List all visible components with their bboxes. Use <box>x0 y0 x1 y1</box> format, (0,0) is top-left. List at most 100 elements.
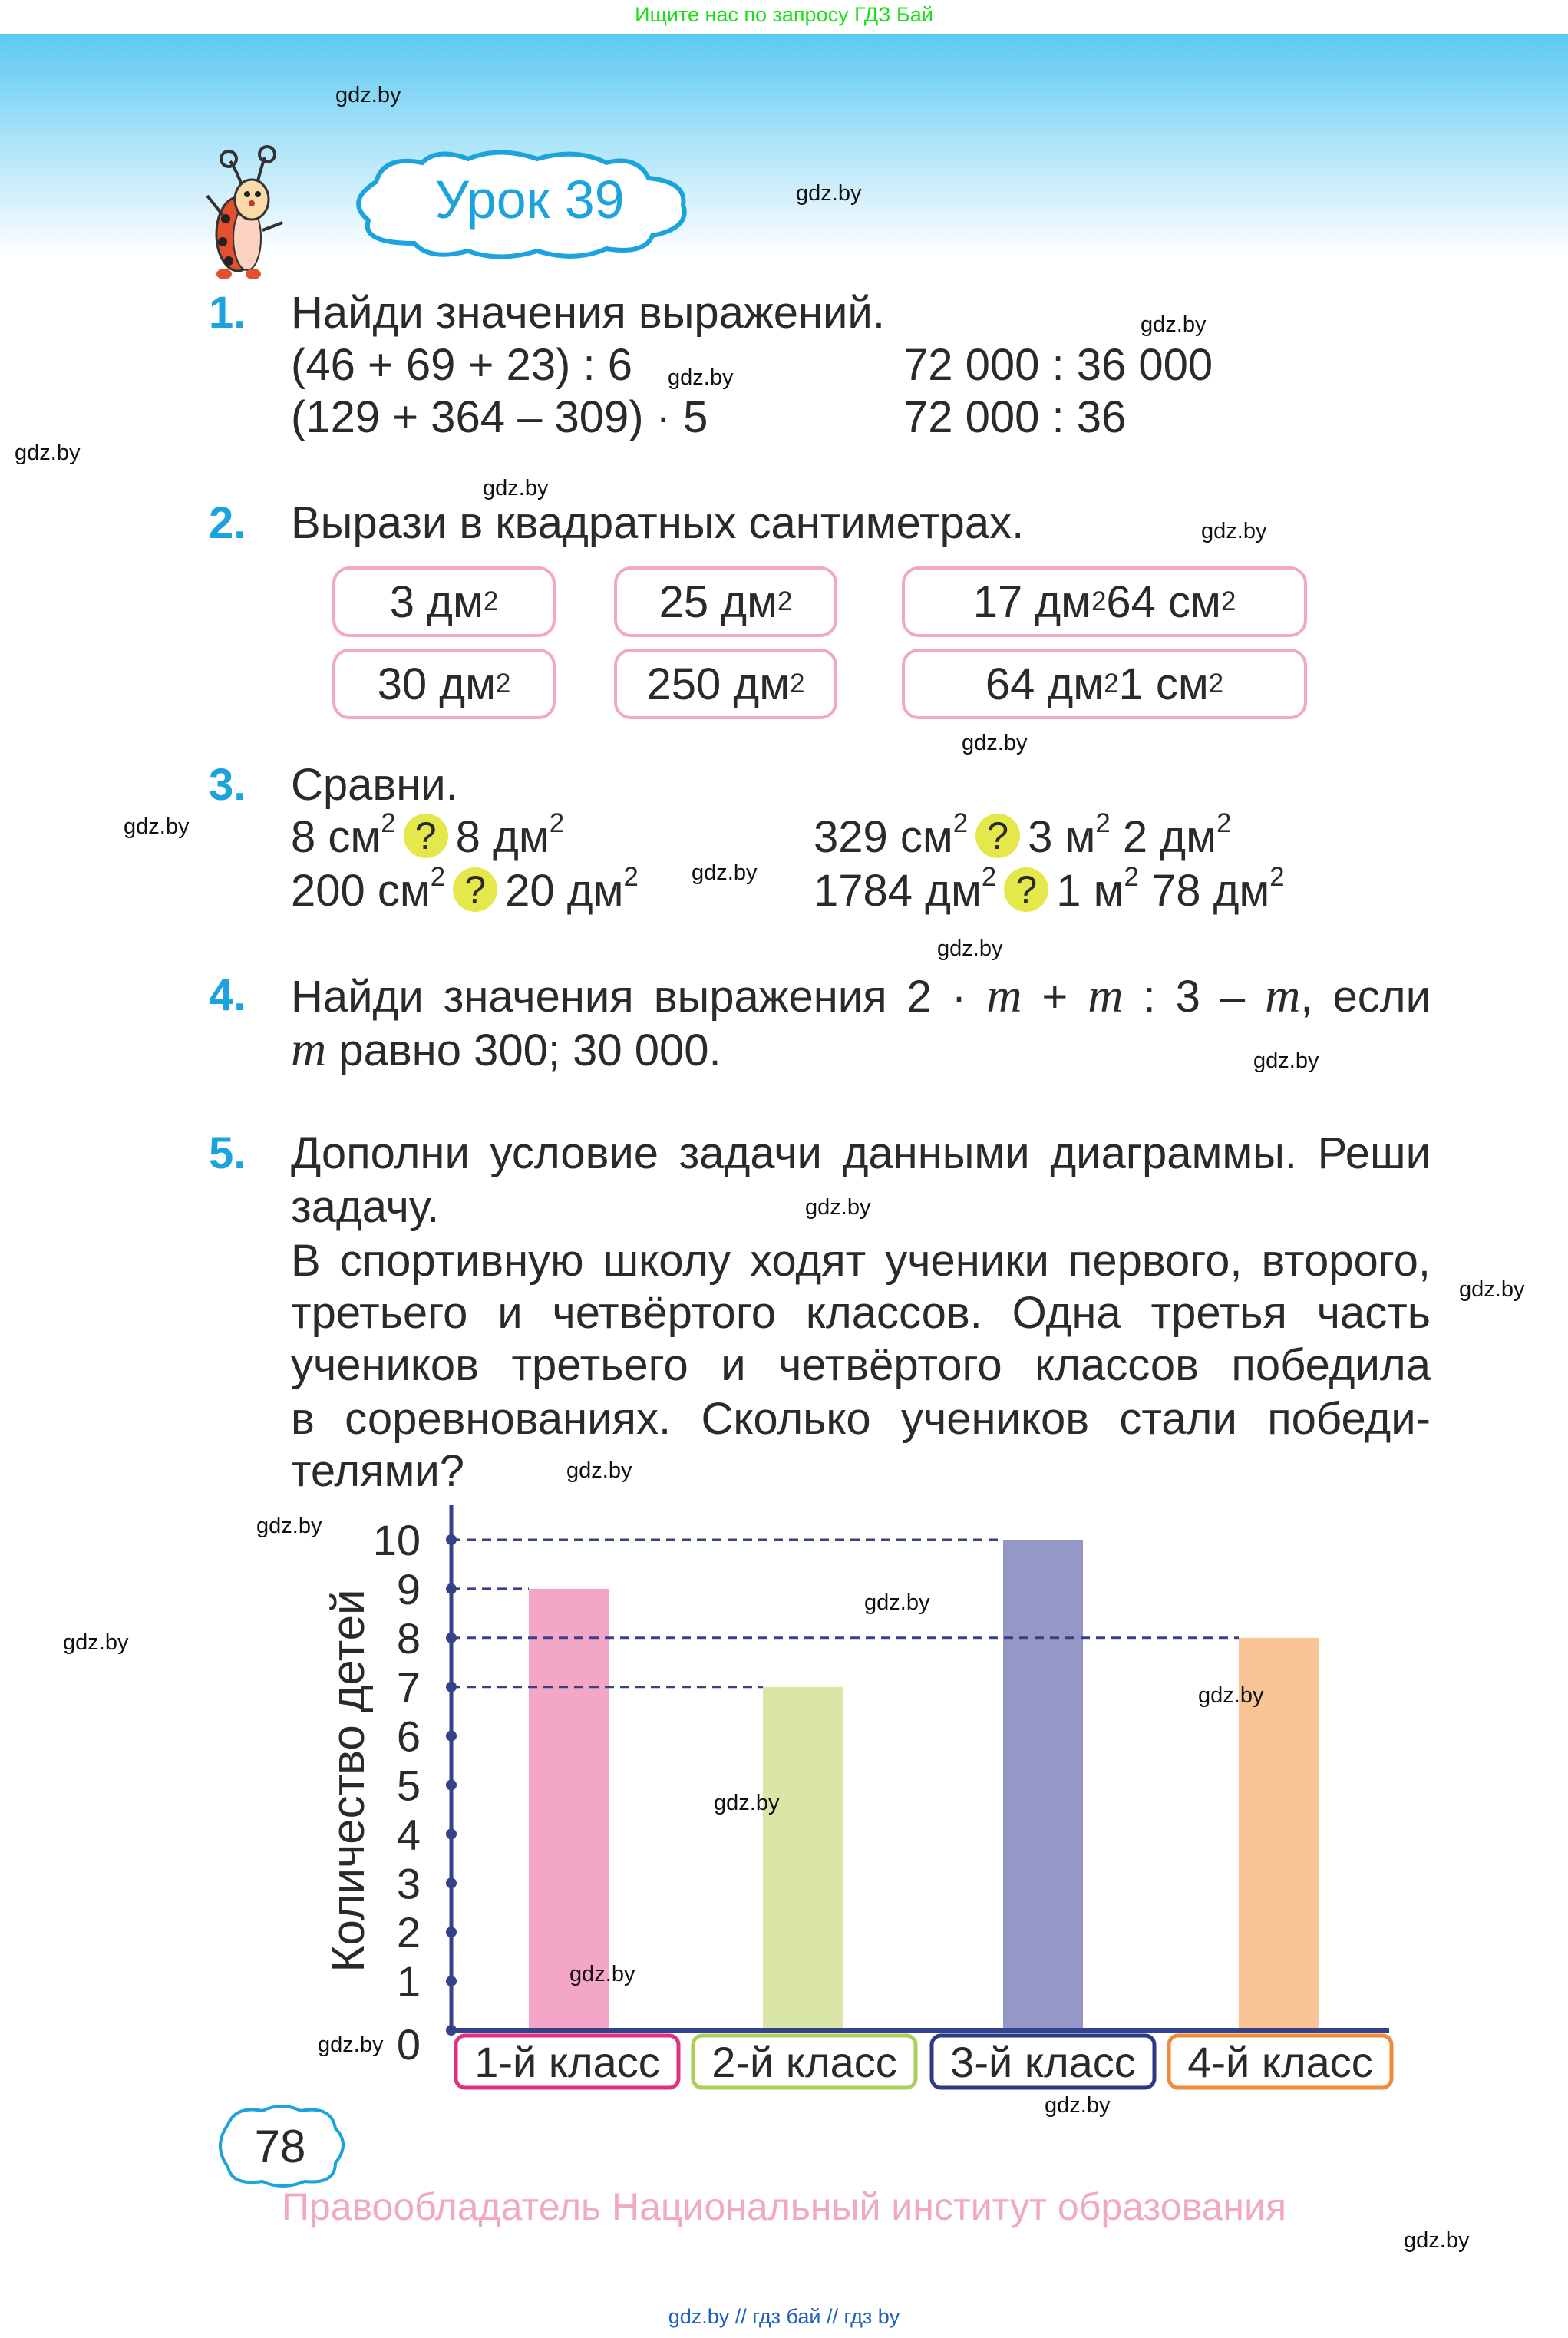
compare-left: 1784 дм2 <box>814 861 997 916</box>
text: : 3 – <box>1123 972 1266 1022</box>
y-tick-dot <box>446 1632 457 1643</box>
compare-right: 1 м2 78 дм2 <box>1056 861 1285 916</box>
footer-links[interactable]: gdz.by // гдз бай // гдз by <box>668 2305 900 2328</box>
text: равно 300; 30 000. <box>326 1025 721 1075</box>
category-label: 4-й класс <box>1187 2038 1373 2086</box>
lesson-title-cloud <box>356 150 687 259</box>
watermark: gdz.by <box>692 860 758 885</box>
watermark: gdz.by <box>796 181 862 206</box>
task-4-number: 4. <box>209 970 246 1020</box>
compare-row: 329 см2? 3 м2 2 дм2 <box>814 807 1232 864</box>
watermark: gdz.by <box>864 1590 930 1615</box>
compare-right: 20 дм2 <box>505 861 639 916</box>
area-box: 64 дм 2 1 см 2 <box>902 649 1307 719</box>
watermark: gdz.by <box>714 1791 780 1815</box>
compare-row: 8 см2? 8 дм2 <box>291 807 565 864</box>
task-3-title: Сравни. <box>291 760 458 810</box>
y-tick-dot <box>446 1877 457 1889</box>
task-5-line: учеников третьего и четвёртого классов п… <box>291 1340 1431 1390</box>
y-tick-dot <box>446 1583 457 1594</box>
y-tick-label: 3 <box>397 1859 421 1907</box>
category-label: 3-й класс <box>950 2038 1136 2086</box>
task-5-number: 5. <box>209 1128 246 1178</box>
watermark: gdz.by <box>318 2033 384 2057</box>
area-box: 3 дм 2 <box>332 566 556 637</box>
task-5-line: в соревнованиях. Сколько учеников стали … <box>291 1394 1431 1444</box>
watermark: gdz.by <box>805 1195 871 1220</box>
task-1-expression: (46 + 69 + 23) : 6 <box>291 340 632 390</box>
y-tick-label: 1 <box>397 1957 421 2006</box>
bar-3 <box>1003 1540 1083 2030</box>
watermark: gdz.by <box>256 1514 322 1538</box>
y-tick-label: 7 <box>397 1663 421 1712</box>
compare-left: 200 см2 <box>291 861 446 916</box>
copyright-notice: Правообладатель Национальный институт об… <box>281 2185 1287 2228</box>
task-5-line: Дополни условие задачи данными диаграммы… <box>291 1128 1431 1178</box>
watermark: gdz.by <box>668 365 734 390</box>
question-mark-icon: ? <box>1004 867 1049 912</box>
task-1-expression: (129 + 364 – 309) · 5 <box>291 392 708 442</box>
y-axis-label: Количество детей <box>322 1590 374 1973</box>
task-1-title: Найди значения выражений. <box>291 288 885 338</box>
category-label-box <box>1167 2033 1394 2090</box>
bar-2 <box>763 1686 843 2030</box>
task-4-line-2: m равно 300; 30 000. <box>291 1023 1431 1077</box>
task-1-number: 1. <box>209 288 246 338</box>
y-tick-dot <box>446 2025 457 2036</box>
y-tick-dot <box>446 1534 457 1545</box>
ladybug-mascot-icon <box>206 145 283 279</box>
y-tick-label: 9 <box>397 1565 421 1613</box>
y-tick-label: 10 <box>373 1516 421 1564</box>
task-3-number: 3. <box>209 760 246 810</box>
watermark: gdz.by <box>63 1630 129 1655</box>
text: + <box>1022 972 1088 1022</box>
bar-4 <box>1239 1637 1319 2030</box>
task-5-line: В спортивную школу ходят ученики первого… <box>291 1236 1431 1286</box>
variable-m: m <box>1265 968 1301 1022</box>
task-1-expression: 72 000 : 36 000 <box>903 340 1213 390</box>
watermark: gdz.by <box>335 83 401 107</box>
area-box: 17 дм 2 64 см 2 <box>902 566 1307 637</box>
category-label: 2-й класс <box>711 2038 897 2086</box>
compare-right: 8 дм2 <box>455 807 565 862</box>
watermark: gdz.by <box>1404 2228 1470 2253</box>
watermark: gdz.by <box>566 1458 632 1483</box>
category-label-box <box>929 2033 1157 2090</box>
compare-row: 1784 дм2? 1 м2 78 дм2 <box>814 861 1285 917</box>
bar-1 <box>529 1588 609 2030</box>
task-5-line: третьего и четвёртого классов. Одна трет… <box>291 1288 1431 1338</box>
page-number: 78 <box>254 2121 306 2172</box>
task-5-line: задачу. <box>291 1182 440 1232</box>
category-label-box <box>454 2033 681 2090</box>
category-label: 1-й класс <box>474 2038 660 2086</box>
variable-m: m <box>1088 968 1124 1022</box>
y-tick-dot <box>446 1828 457 1840</box>
watermark: gdz.by <box>15 441 81 465</box>
y-tick-label: 5 <box>397 1762 421 1810</box>
y-tick-label: 2 <box>397 1908 421 1957</box>
lesson-title: Урок 39 <box>434 170 625 230</box>
task-2-number: 2. <box>209 498 246 548</box>
task-4-line-1: Найди значения выражения 2 · m + m : 3 –… <box>291 969 1431 1023</box>
watermark: gdz.by <box>1198 1683 1264 1708</box>
variable-m: m <box>986 968 1022 1022</box>
y-tick-dot <box>446 1779 457 1791</box>
compare-right: 3 м2 2 дм2 <box>1028 807 1232 862</box>
watermark: gdz.by <box>1253 1048 1319 1073</box>
page-number-cloud <box>219 2105 345 2188</box>
watermark: gdz.by <box>937 936 1003 961</box>
watermark: gdz.by <box>483 476 549 500</box>
y-tick-label: 0 <box>397 2020 421 2069</box>
task-1-expression: 72 000 : 36 <box>903 392 1127 442</box>
top-search-note[interactable]: Ищите нас по запросу ГДЗ Бай <box>635 3 933 26</box>
watermark: gdz.by <box>962 731 1028 755</box>
area-box: 30 дм 2 <box>332 649 556 719</box>
watermark: gdz.by <box>1201 519 1267 543</box>
y-tick-dot <box>446 1730 457 1742</box>
area-box: 250 дм 2 <box>614 649 837 719</box>
area-box: 25 дм 2 <box>614 566 837 637</box>
compare-left: 329 см2 <box>814 807 969 862</box>
question-mark-icon: ? <box>453 867 498 912</box>
